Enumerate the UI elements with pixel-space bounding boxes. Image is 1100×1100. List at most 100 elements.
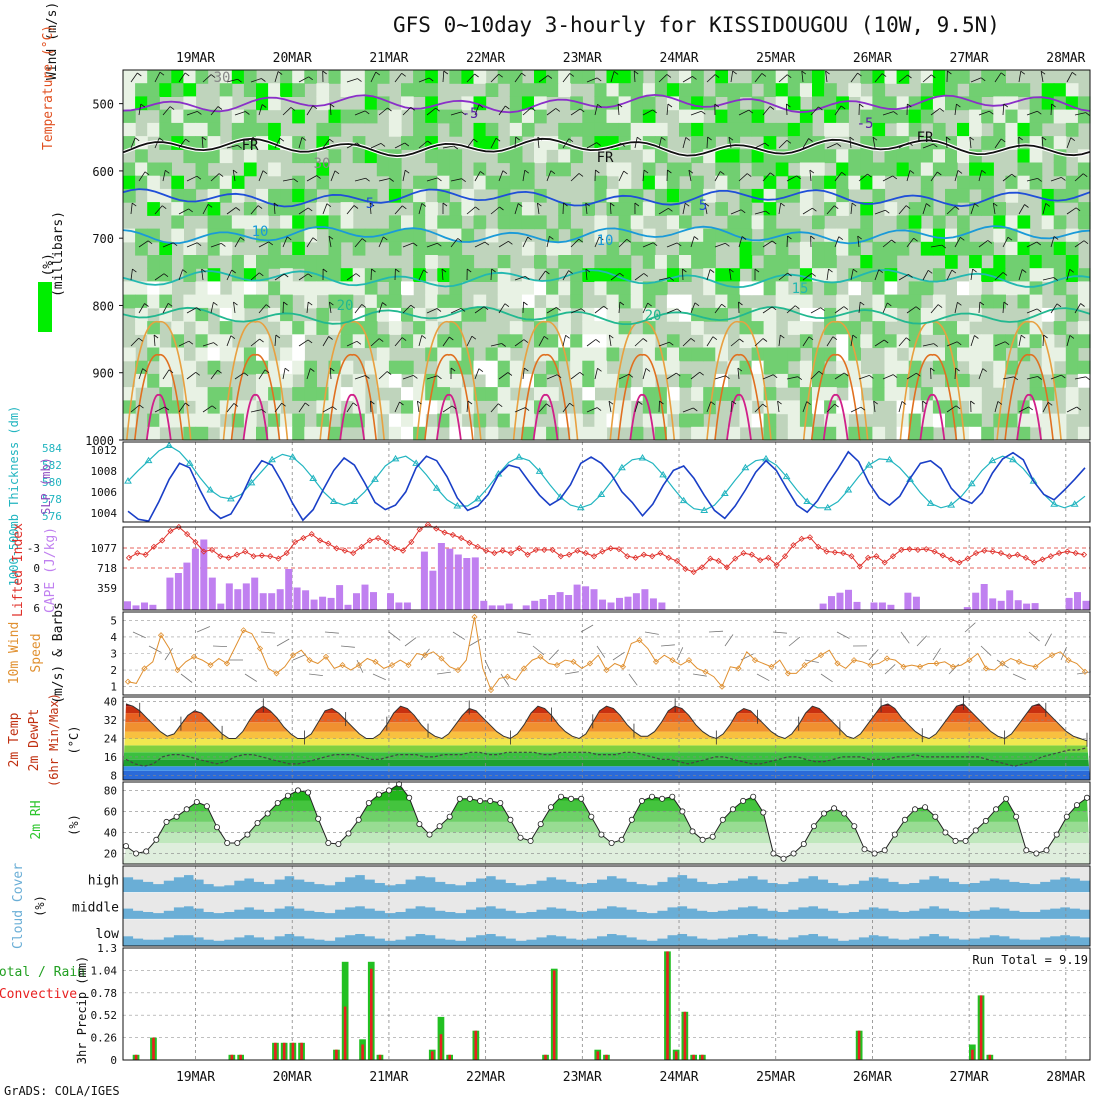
surface-wind-barb <box>324 631 339 634</box>
rh-cell <box>1029 373 1043 388</box>
wind-barb-flag <box>578 173 584 177</box>
wind-barb <box>642 302 649 314</box>
cloud-gap <box>586 892 597 911</box>
rh-cell <box>280 70 293 84</box>
wind-barb <box>130 137 136 149</box>
rh-cell <box>521 426 535 441</box>
wind-speed-marker <box>636 637 643 644</box>
wind-barb-flag <box>252 136 258 141</box>
thickness-marker <box>412 459 421 466</box>
wind-barb <box>898 274 909 281</box>
wind-barb <box>562 335 566 347</box>
rh-cell <box>558 83 571 97</box>
cape-bar <box>166 577 174 610</box>
temp-band <box>123 722 1090 732</box>
rh-cell <box>787 426 801 441</box>
wind-barb-flag <box>989 110 994 115</box>
lifted-index-marker <box>292 538 299 546</box>
cape-bar <box>980 584 988 610</box>
slp-tick-label: 1008 <box>91 465 118 478</box>
wind-barb-flag <box>443 70 449 75</box>
rh-cell <box>908 109 922 124</box>
cape-bar <box>819 603 827 610</box>
rh-cell <box>666 175 680 190</box>
cloud-gap <box>264 866 275 885</box>
rh-cell <box>920 175 934 190</box>
rh-cell <box>534 149 547 164</box>
wind-barb-flag <box>355 273 361 277</box>
wind-barb <box>586 142 597 149</box>
rh-cell <box>787 83 801 97</box>
rh-cell <box>751 268 765 282</box>
panel-cape-frame <box>122 526 1091 611</box>
wind-barb <box>498 105 506 116</box>
wind-tick-label: 2 <box>110 664 117 677</box>
wind-barb-flag <box>956 103 961 108</box>
wind-barb-flag <box>185 402 190 407</box>
rh-cell <box>425 255 438 269</box>
thickness-marker <box>1050 500 1059 507</box>
wind-speed-marker <box>157 632 165 639</box>
rh-cell <box>219 70 233 84</box>
cloud-gap <box>1069 866 1081 879</box>
rh-cell <box>957 373 970 388</box>
wind-barb <box>442 405 453 413</box>
cloud-gap <box>253 919 265 938</box>
wind-barb <box>201 136 204 149</box>
rh-cell <box>449 109 463 124</box>
rh-cell <box>243 426 257 441</box>
rh-cell <box>715 175 728 190</box>
cape-bar <box>437 543 445 610</box>
rh-cell <box>449 413 463 428</box>
wind-barb <box>370 338 380 347</box>
rh-cell <box>594 122 608 137</box>
precip-axis-title-3: 3hr Precip (mm) <box>75 956 89 1064</box>
lifted-index-marker <box>375 535 382 542</box>
wind-barb-flag <box>437 375 442 380</box>
wind-barb <box>762 240 773 248</box>
rh-cell <box>340 83 354 97</box>
wind-barb-flag <box>264 369 270 374</box>
wind-barb <box>250 272 260 281</box>
thickness-line <box>127 444 1086 512</box>
rh-cell <box>1077 96 1091 111</box>
cloud-gap <box>243 866 255 879</box>
rh-cell <box>159 294 172 309</box>
temp-tick-label: 32 <box>104 714 117 727</box>
rh-cell <box>243 202 257 216</box>
wind-speed-marker <box>454 667 462 674</box>
rh-cell <box>981 202 994 216</box>
cloud-gap <box>848 892 859 912</box>
rh-cell <box>534 400 547 415</box>
rh-cell <box>824 83 837 97</box>
rh-cell <box>715 347 728 362</box>
rh-cell <box>848 149 861 164</box>
lifted-index-marker <box>159 537 166 544</box>
wind-barb <box>354 304 363 314</box>
wind-barb <box>849 137 852 149</box>
rh-cell <box>546 281 559 296</box>
rh-cell <box>739 241 753 256</box>
wind-barb-flag <box>1069 335 1075 339</box>
wind-barb <box>754 73 763 83</box>
cape-bar <box>616 597 623 610</box>
rh-cell <box>884 96 898 111</box>
rh-cell <box>340 215 354 230</box>
cape-bar <box>141 602 148 610</box>
rh-cell <box>896 122 910 137</box>
wind-barb-flag <box>484 241 490 246</box>
rh-cell <box>316 175 330 190</box>
rh-cell <box>993 228 1006 243</box>
rh-cell <box>981 241 994 256</box>
cloud-gap <box>828 866 839 883</box>
wind-barb-flag <box>449 336 454 341</box>
surface-wind-barb <box>404 637 417 647</box>
cloud-gap <box>384 866 396 886</box>
rh-cell <box>401 400 414 415</box>
rh-cell <box>473 70 487 84</box>
precip-convective-bar <box>282 1042 286 1060</box>
cloud-gap <box>878 892 890 909</box>
wind-barb <box>1050 103 1052 116</box>
rh-cell <box>316 162 330 177</box>
slp-line <box>127 450 1086 522</box>
